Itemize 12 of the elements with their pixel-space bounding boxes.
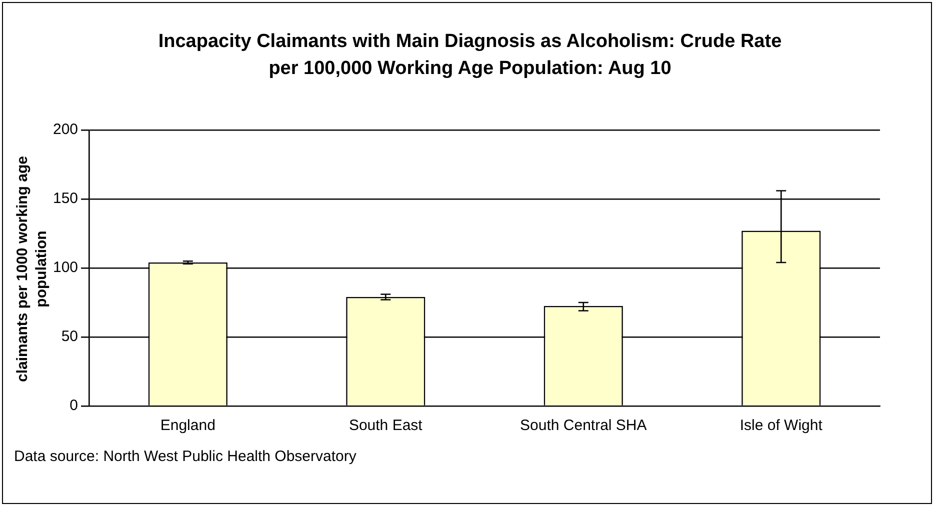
- y-tick-label: 100: [52, 259, 78, 276]
- y-tick-label: 50: [61, 328, 78, 346]
- y-tick-label: 0: [70, 397, 78, 414]
- y-tick-label: 150: [52, 190, 78, 208]
- chart-title: Incapacity Claimants with Main Diagnosis as Alcoholism: Crude Rate per 100,000 Working Age Population: Aug 10: [157, 30, 783, 81]
- x-tick-label: Isle of Wight: [740, 417, 824, 434]
- y-axis-title: claimants per 1000 working age population: [13, 155, 51, 384]
- source-note: Data source: North West Public Health Observatory: [14, 448, 356, 465]
- x-tick-label: England: [160, 417, 216, 434]
- x-tick-label: South East: [348, 417, 424, 434]
- y-tick-label: 200: [52, 121, 78, 138]
- x-tick-label: South Central SHA: [520, 417, 647, 434]
